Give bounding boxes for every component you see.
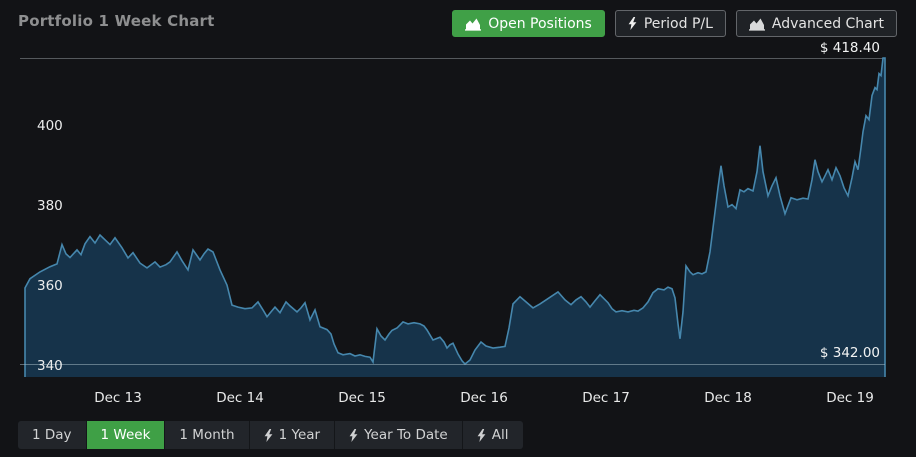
timeframe-label: 1 Year	[278, 427, 321, 443]
y-tick-360: 360	[37, 278, 63, 294]
timeframe-all[interactable]: All	[461, 421, 523, 449]
timeframe-1-month[interactable]: 1 Month	[164, 421, 248, 449]
header-button-open-positions[interactable]: Open Positions	[452, 10, 605, 37]
x-tick-dec-16: Dec 16	[460, 390, 508, 406]
timeframe-label: 1 Month	[179, 427, 235, 443]
header-button-period-p-l[interactable]: Period P/L	[614, 10, 726, 37]
x-tick-dec-14: Dec 14	[216, 390, 264, 406]
bolt-icon	[477, 428, 486, 442]
min-value-label: $ 342.00	[819, 345, 880, 361]
max-value-label: $ 418.40	[819, 40, 880, 56]
timeframe-bar: 1 Day 1 Week 1 Month 1 Year Year To Date All	[18, 421, 523, 449]
x-tick-dec-13: Dec 13	[94, 390, 142, 406]
header-button-label: Advanced Chart	[771, 15, 884, 32]
y-tick-400: 400	[37, 118, 63, 134]
timeframe-label: 1 Day	[32, 427, 72, 443]
timeframe-1-day[interactable]: 1 Day	[18, 421, 86, 449]
area-chart-icon	[465, 17, 482, 31]
x-tick-dec-15: Dec 15	[338, 390, 386, 406]
area-chart-icon	[748, 17, 765, 31]
timeframe-year-to-date[interactable]: Year To Date	[334, 421, 462, 449]
x-tick-dec-18: Dec 18	[704, 390, 752, 406]
timeframe-label: 1 Week	[100, 427, 151, 443]
timeframe-1-year[interactable]: 1 Year	[248, 421, 334, 449]
bolt-icon	[264, 428, 273, 442]
header-button-advanced-chart[interactable]: Advanced Chart	[735, 10, 897, 37]
series-line	[24, 57, 886, 377]
bolt-icon	[628, 17, 637, 30]
x-tick-dec-19: Dec 19	[826, 390, 874, 406]
header-button-label: Open Positions	[488, 15, 592, 32]
header-button-label: Period P/L	[643, 15, 713, 32]
y-tick-340: 340	[37, 358, 63, 374]
series-area-fill	[25, 58, 885, 377]
timeframe-label: All	[491, 427, 509, 443]
bolt-icon	[349, 428, 358, 442]
y-tick-380: 380	[37, 198, 63, 214]
page-title: Portfolio 1 Week Chart	[18, 12, 215, 30]
header-button-group: Open Positions Period P/L Advanced Chart	[452, 10, 897, 37]
timeframe-1-week[interactable]: 1 Week	[85, 421, 165, 449]
x-tick-dec-17: Dec 17	[582, 390, 630, 406]
timeframe-label: Year To Date	[364, 427, 448, 443]
